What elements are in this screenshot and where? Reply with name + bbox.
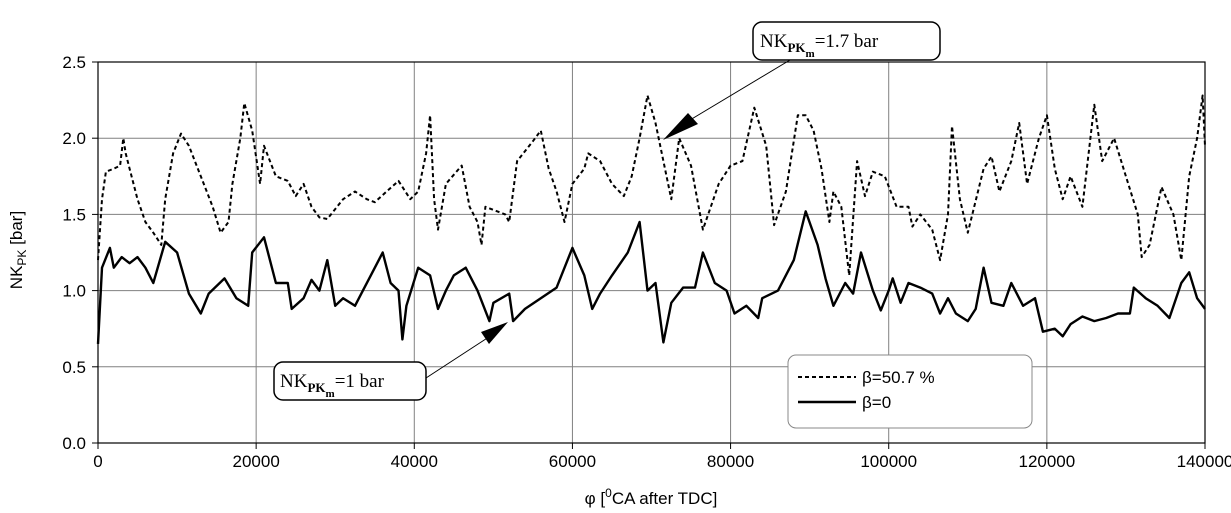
annotation-main: NK [760,31,788,52]
legend-box [787,354,1033,429]
legend: β=50.7 % β=0 [787,354,1033,429]
y-tick-label: 0.0 [62,434,86,453]
x-tick-label: 60000 [549,452,596,471]
annotation-rest: =1 bar [335,371,385,392]
annotation-box [273,361,427,401]
plot-frame [97,61,1206,444]
y-label-main: NK [7,265,26,289]
legend-label: β=0 [862,393,891,412]
x-axis-label: φ [0CA after TDC] [585,486,718,508]
x-tick-label: 120000 [1018,452,1075,471]
y-tick-label: 2.5 [62,53,86,72]
x-tick-label: 80000 [707,452,754,471]
y-tick-label: 1.5 [62,205,86,224]
annotation-sub: PK [307,380,326,395]
arrow-head [481,322,508,344]
lines [96,94,1206,344]
legend-label: β=50.7 % [862,368,935,387]
y-axis-label: NKPK [bar] [7,211,29,289]
series-line [97,94,1206,277]
x-tick-label: 100000 [860,452,917,471]
annotation-subsub: m [806,48,815,60]
y-tick-label: 1.0 [62,282,86,301]
annotation-sub: PK [787,40,806,55]
x-tick-label: 0 [93,452,102,471]
annotation-text: NKPKm=1.7 bar [760,31,879,60]
y-label-rest: [bar] [7,211,26,250]
y-tick-label: 0.5 [62,358,86,377]
arrow-head [663,113,698,140]
x-tick-label: 20000 [233,452,280,471]
series-line [96,210,1206,344]
x-tick-label: 140000 [1177,452,1231,471]
annotation-box [752,21,941,61]
grid: 0.0 0.5 1.0 1.5 2.0 2.5 0 20000 40000 60000 80000 1… [62,53,1231,471]
annotation-rest: =1.7 bar [815,31,879,52]
annotation-main: NK [280,371,308,392]
x-tick-label: 40000 [391,452,438,471]
annotation-arrow [425,332,496,379]
x-label-sup: 0 [605,486,612,500]
y-tick-label: 2.0 [62,129,86,148]
x-label-rest: CA after TDC] [612,489,718,508]
y-label-sub: PK [15,250,29,266]
annotation-subsub: m [326,388,335,400]
x-label-main: φ [ [585,489,606,508]
annotation-text: NKPKm=1 bar [280,371,385,400]
annotation-arrow [679,59,791,127]
